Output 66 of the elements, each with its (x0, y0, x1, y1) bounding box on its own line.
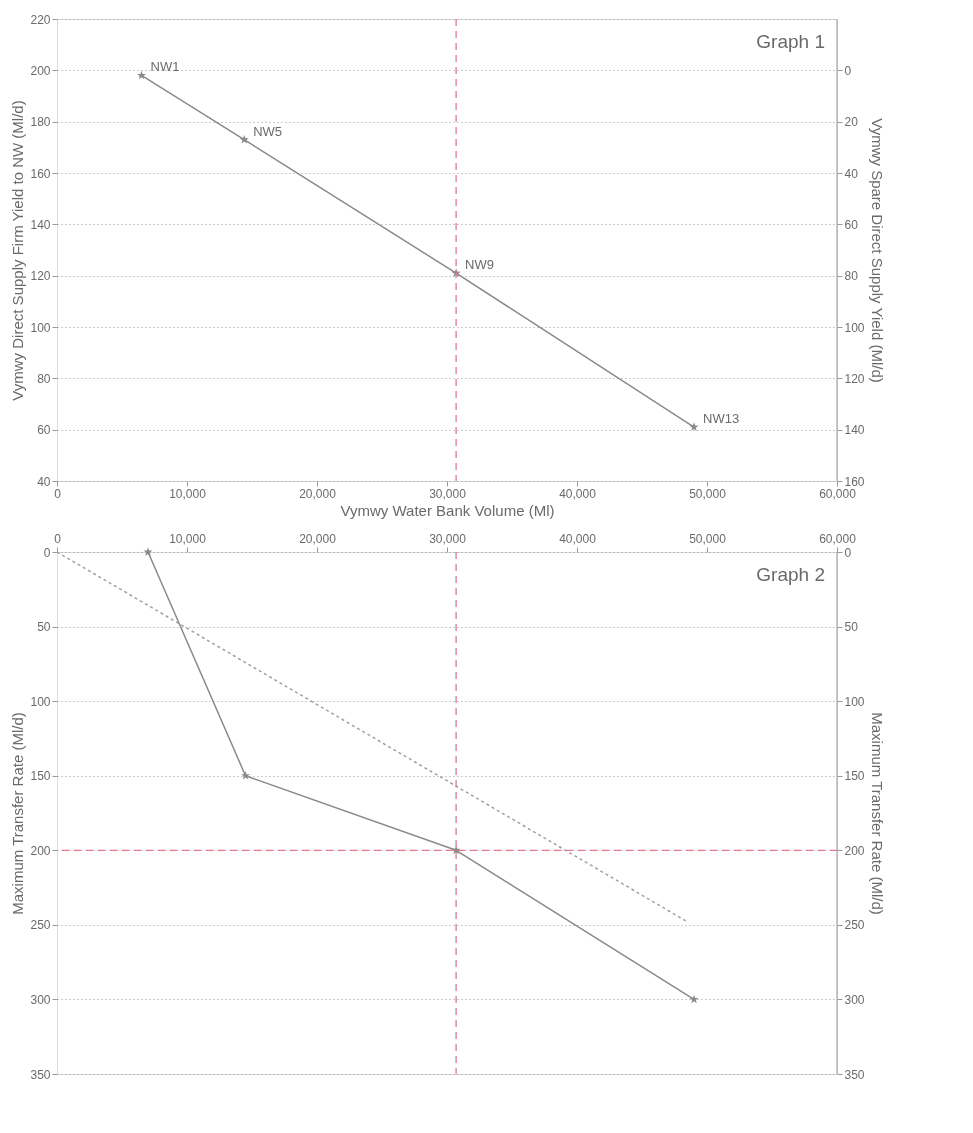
y-tick-label: 300 (30, 992, 51, 1007)
x-tick-label: 60,000 (819, 531, 857, 546)
point (451, 845, 461, 855)
x-tick-label: 10,000 (169, 531, 207, 546)
y-tick-label: 200 (30, 63, 51, 78)
y-tick-label: 250 (30, 918, 51, 933)
y-tick-label: 120 (30, 269, 51, 284)
x-tick-label: 40,000 (559, 486, 597, 501)
y2-tick-label: 350 (844, 1067, 865, 1082)
annotation: NW9 (465, 257, 494, 273)
point (689, 994, 699, 1004)
x-tick-label: 50,000 (689, 486, 727, 501)
x-tick-label: 0 (54, 531, 62, 546)
y-tick-label: 140 (30, 217, 51, 232)
y2-axis-title: Vymwy Spare Direct Supply Yield (Ml/d) (868, 118, 886, 383)
y2-tick-label: 50 (844, 620, 859, 635)
x-tick-label: 30,000 (429, 486, 467, 501)
x-tick-label: 0 (54, 486, 62, 501)
y2-tick-label: 150 (844, 769, 865, 784)
y2-tick-label: 0 (844, 63, 852, 78)
point (143, 547, 153, 556)
y-tick-label: 200 (30, 843, 51, 858)
y2-tick-label: 250 (844, 918, 865, 933)
annotation: Graph 2 (756, 564, 825, 585)
y2-tick-label: 100 (844, 320, 865, 335)
x-tick-label: 60,000 (819, 486, 857, 501)
x-tick-label: 50,000 (689, 531, 727, 546)
y2-tick-label: 20 (844, 115, 859, 130)
point (239, 134, 249, 144)
y2-axis-title: Maximum Transfer Rate (Ml/d) (868, 712, 886, 915)
x-tick-label: 20,000 (299, 531, 337, 546)
y-tick-label: 220 (30, 12, 51, 27)
y-tick-label: 150 (30, 769, 51, 784)
annotation: NW1 (150, 59, 180, 75)
y-tick-label: 100 (30, 694, 51, 709)
y-tick-label: 350 (30, 1067, 51, 1082)
y2-tick-label: 60 (844, 217, 859, 232)
y-tick-label: 160 (30, 166, 51, 181)
annotation: NW5 (253, 123, 283, 139)
y-tick-label: 40 (37, 474, 51, 489)
y2-tick-label: 300 (844, 992, 865, 1007)
x-tick-label: 30,000 (429, 531, 467, 546)
x-axis-title: Vymwy Water Bank Volume (Ml) (340, 501, 555, 519)
annotation: NW13 (703, 411, 740, 427)
point (136, 70, 147, 80)
y-tick-label: 50 (37, 620, 51, 635)
annotation: Graph 1 (756, 31, 825, 52)
y-tick-label: 100 (30, 320, 51, 335)
y2-tick-label: 100 (844, 694, 865, 709)
y2-tick-label: 80 (844, 269, 859, 284)
y2-tick-label: 40 (844, 166, 859, 181)
y-tick-label: 60 (37, 423, 51, 438)
y2-tick-label: 0 (844, 545, 852, 560)
x-tick-label: 10,000 (169, 486, 207, 501)
x-tick-label: 20,000 (299, 486, 337, 501)
y-tick-label: 180 (30, 115, 51, 130)
y-axis-title: Vymwy Direct Supply Firm Yield to NW (Ml/d) (9, 100, 27, 401)
y-tick-label: 80 (37, 371, 51, 386)
y-tick-label: 0 (43, 545, 51, 560)
y2-tick-label: 160 (844, 474, 865, 489)
y2-tick-label: 120 (844, 371, 865, 386)
point (240, 770, 251, 780)
y2-tick-label: 200 (844, 843, 865, 858)
y-axis-title: Maximum Transfer Rate (Ml/d) (9, 712, 27, 915)
x-tick-label: 40,000 (559, 531, 597, 546)
y2-tick-label: 140 (844, 423, 865, 438)
